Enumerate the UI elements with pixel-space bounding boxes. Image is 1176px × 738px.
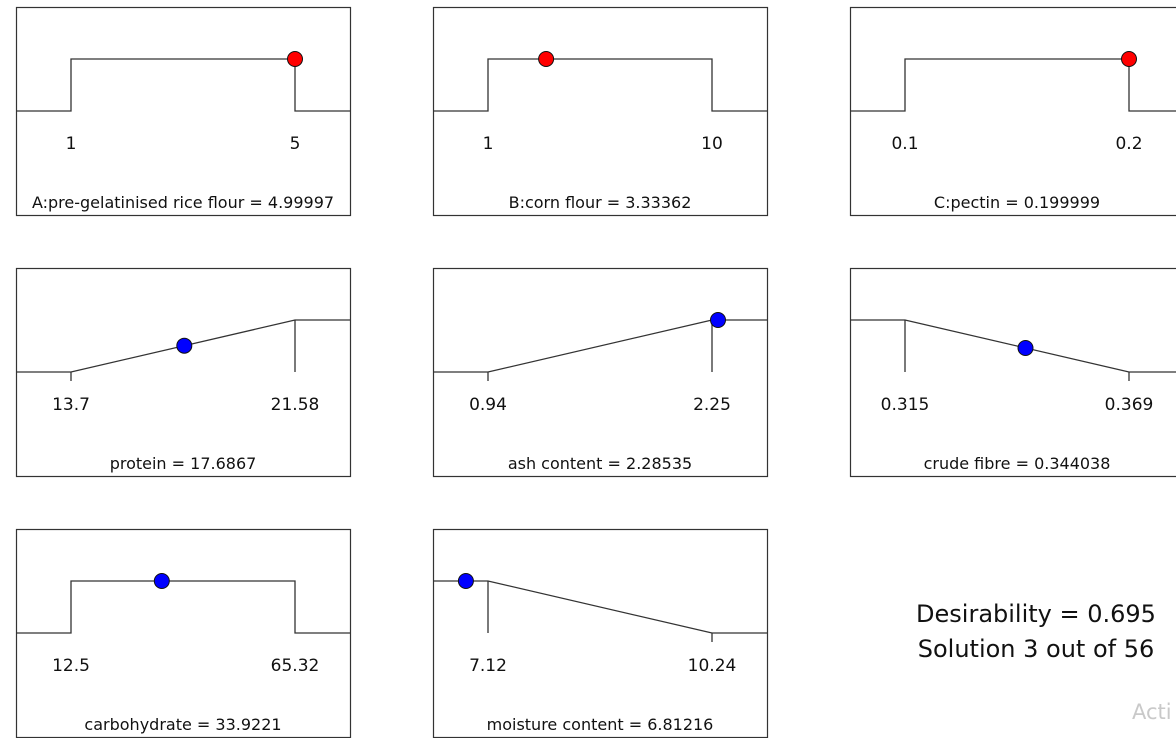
ramp-panel: 0.1 0.2 C:pectin = 0.199999: [849, 6, 1176, 217]
solution-point: [287, 51, 303, 67]
panel-label: crude fibre = 0.344038: [924, 454, 1111, 473]
ramp-panel: 12.5 65.32 carbohydrate = 33.9221: [15, 528, 352, 738]
low-limit-label: 13.7: [52, 395, 90, 415]
solution-point: [538, 51, 555, 67]
high-limit-label: 10.24: [688, 656, 737, 676]
high-limit-label: 5: [290, 134, 301, 154]
solution-point: [1121, 51, 1137, 67]
solution-point: [1017, 340, 1034, 356]
low-limit-label: 12.5: [52, 656, 90, 676]
low-limit-label: 0.94: [469, 395, 507, 415]
high-limit-label: 21.58: [271, 395, 320, 415]
ramp-panel: 0.315 0.369 crude fibre = 0.344038: [849, 267, 1176, 478]
desirability-line: [433, 580, 767, 634]
panel-frame: [849, 267, 1176, 478]
high-limit-label: 0.2: [1115, 134, 1142, 154]
panel-label: B:corn flour = 3.33362: [509, 193, 692, 212]
low-limit-label: 1: [483, 134, 494, 154]
watermark-text: Acti: [1132, 700, 1172, 724]
low-limit-label: 1: [66, 134, 77, 154]
desirability-line: [850, 319, 1176, 373]
solution-text: Solution 3 out of 56: [917, 635, 1155, 663]
panel-label: moisture content = 6.81216: [487, 715, 714, 734]
high-limit-label: 0.369: [1105, 395, 1154, 415]
ramp-panel: 1 5 A:pre-gelatinised rice flour = 4.99997: [15, 6, 352, 217]
ramp-panel: 0.94 2.25 ash content = 2.28535: [432, 267, 769, 478]
high-limit-label: 65.32: [271, 656, 320, 676]
high-limit-label: 2.25: [693, 395, 731, 415]
solution-point: [176, 337, 193, 354]
low-limit-label: 0.315: [881, 395, 930, 415]
solution-point: [710, 312, 726, 328]
ramp-panel: 13.7 21.58 protein = 17.6867: [15, 267, 352, 478]
desirability-line: [16, 58, 350, 112]
desirability-line: [433, 58, 767, 112]
panel-label: ash content = 2.28535: [508, 454, 692, 473]
ramp-panel: 7.12 10.24 moisture content = 6.81216: [432, 528, 769, 738]
panel-label: A:pre-gelatinised rice flour = 4.99997: [32, 193, 334, 212]
panel-label: protein = 17.6867: [110, 454, 257, 473]
low-limit-label: 0.1: [891, 134, 918, 154]
solution-point: [153, 573, 170, 589]
panel-label: C:pectin = 0.199999: [934, 193, 1100, 212]
high-limit-label: 10: [701, 134, 723, 154]
panel-label: carbohydrate = 33.9221: [84, 715, 281, 734]
desirability-line: [16, 580, 350, 634]
desirability-line: [850, 58, 1176, 112]
desirability-line: [433, 319, 767, 373]
ramp-panel: 1 10 B:corn flour = 3.33362: [432, 6, 769, 217]
low-limit-label: 7.12: [469, 656, 507, 676]
desirability-text: Desirability = 0.695: [916, 600, 1156, 628]
solution-point: [457, 573, 474, 589]
